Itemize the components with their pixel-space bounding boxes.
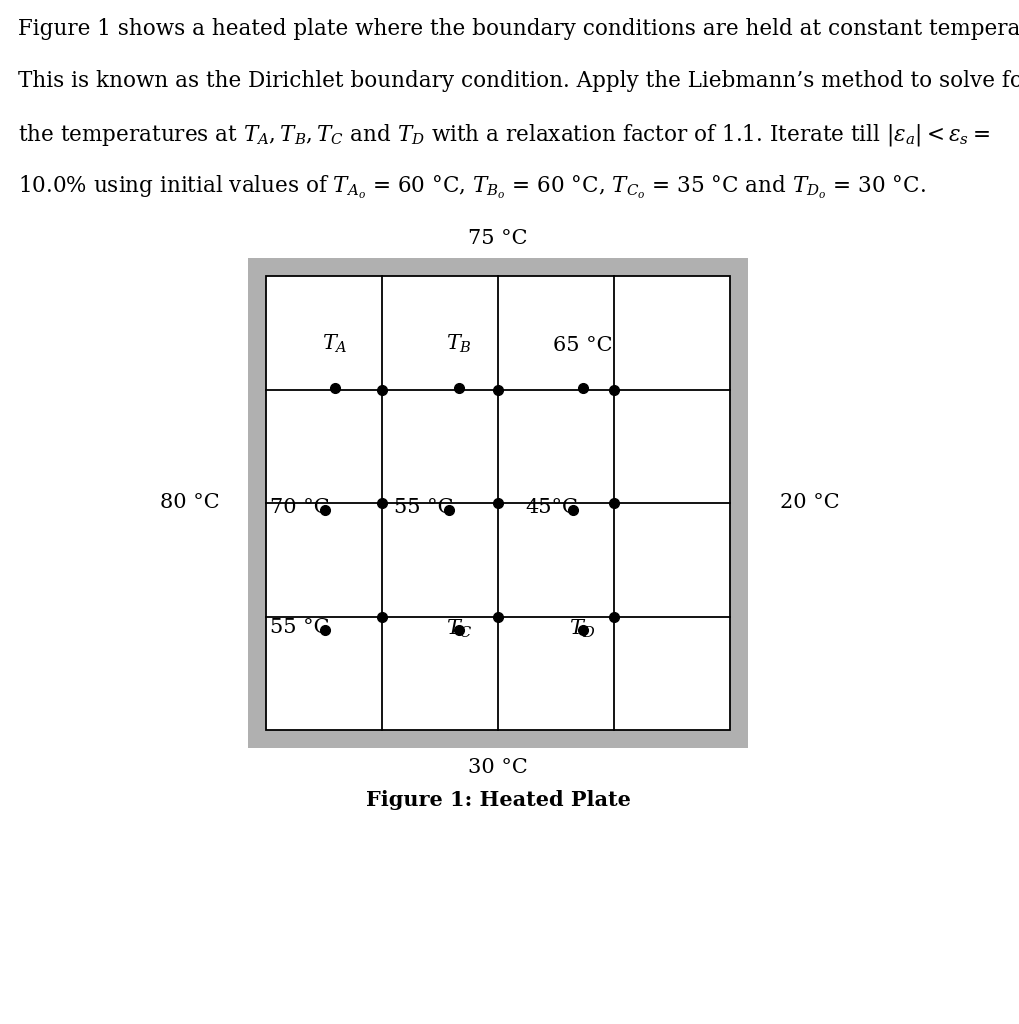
Bar	[266, 276, 730, 730]
Text: 80 °C: 80 °C	[160, 494, 220, 512]
Text: 20 °C: 20 °C	[780, 494, 840, 512]
Text: This is known as the Dirichlet boundary condition. Apply the Liebmann’s method t: This is known as the Dirichlet boundary …	[18, 70, 1019, 92]
Text: $T_B$: $T_B$	[446, 333, 472, 355]
Text: 75 °C: 75 °C	[469, 229, 528, 248]
Text: 55 °C: 55 °C	[270, 618, 330, 637]
Text: 45°C: 45°C	[525, 498, 578, 517]
Text: Figure 1: Heated Plate: Figure 1: Heated Plate	[366, 790, 631, 810]
Bar	[248, 258, 748, 748]
Text: Figure 1 shows a heated plate where the boundary conditions are held at constant: Figure 1 shows a heated plate where the …	[18, 18, 1019, 40]
Text: the temperatures at $T_A,T_B,T_C$ and $T_D$ with a relaxation factor of 1.1. Ite: the temperatures at $T_A,T_B,T_C$ and $T…	[18, 122, 989, 148]
Text: 55 °C: 55 °C	[394, 498, 454, 517]
Text: 70 °C: 70 °C	[270, 498, 330, 517]
Text: 65 °C: 65 °C	[553, 336, 612, 355]
Text: 30 °C: 30 °C	[468, 758, 528, 777]
Text: $T_D$: $T_D$	[570, 618, 597, 640]
Text: 10.0% using initial values of $T_{A_o}$ = 60 °C, $T_{B_o}$ = 60 °C, $T_{C_o}$ = : 10.0% using initial values of $T_{A_o}$ …	[18, 174, 926, 201]
Text: $T_C$: $T_C$	[445, 618, 473, 640]
Text: $T_A$: $T_A$	[322, 333, 347, 355]
